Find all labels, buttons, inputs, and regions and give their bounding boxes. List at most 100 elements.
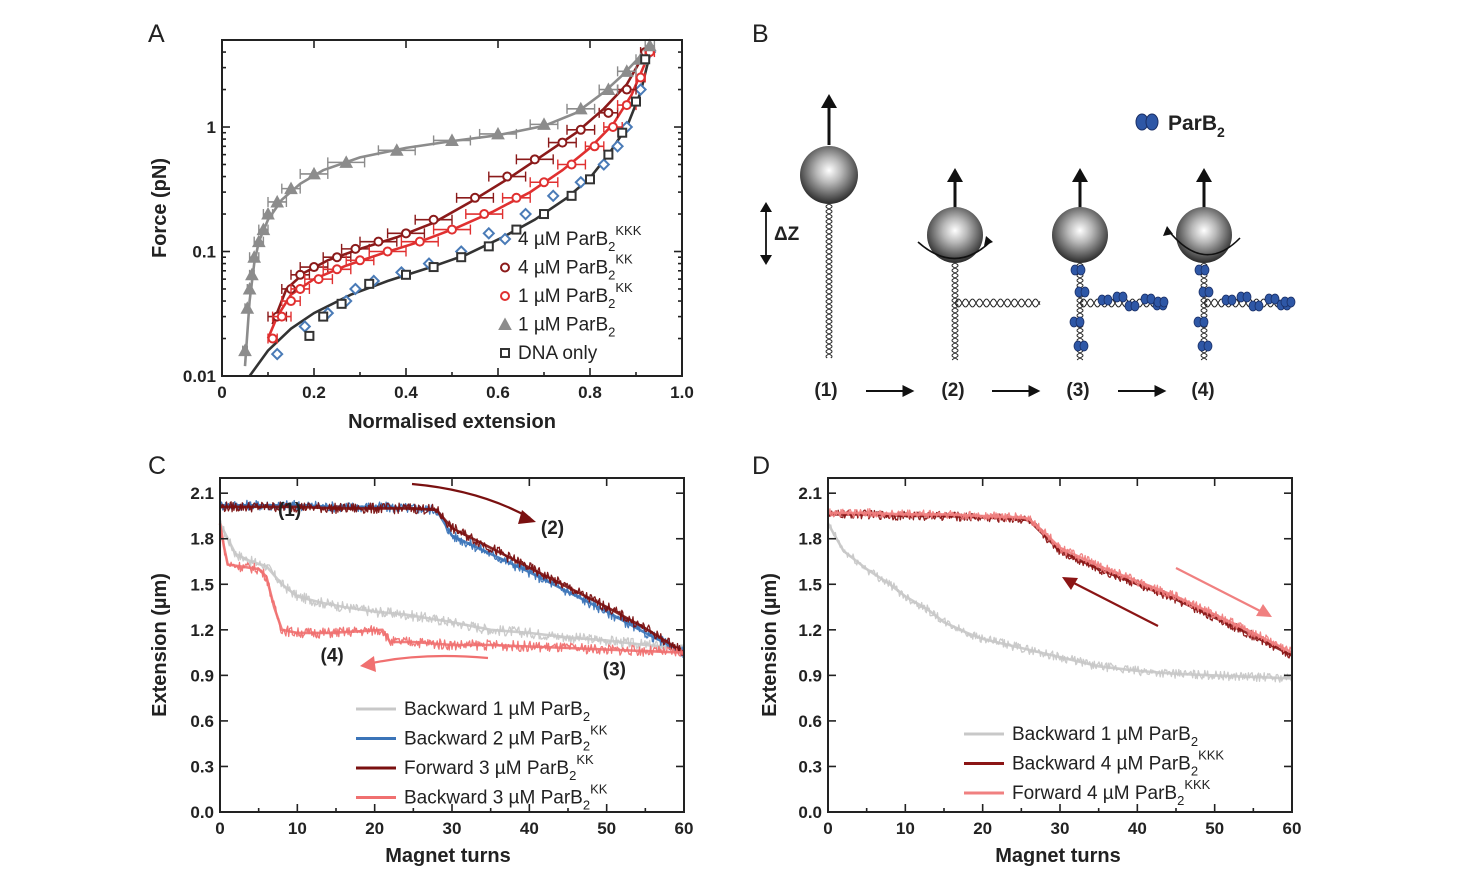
c-annotation: (4) bbox=[321, 646, 344, 667]
a-point-kk4 bbox=[557, 137, 568, 148]
c-ytick-label: 1.5 bbox=[190, 575, 214, 594]
a-point-wt1 bbox=[389, 143, 404, 156]
a-point-wt1 bbox=[240, 301, 255, 314]
a-point-kk1 bbox=[621, 100, 632, 111]
d-trace-1 bbox=[827, 509, 1293, 659]
a-legend-marker-kk1 bbox=[500, 291, 510, 301]
c-xtick-label: 10 bbox=[288, 819, 307, 838]
d-ytick-label: 0.3 bbox=[798, 757, 822, 776]
a-point-kk4 bbox=[428, 214, 439, 225]
a-xtick-label: 0 bbox=[217, 383, 226, 402]
a-point-dna bbox=[539, 209, 549, 220]
panel-a-xlabel: Normalised extension bbox=[348, 411, 556, 433]
a-legend-marker-kk4 bbox=[500, 262, 510, 273]
a-series-dna bbox=[304, 54, 651, 341]
a-point-kk1 bbox=[276, 311, 287, 322]
rotation-arrow-icon bbox=[917, 241, 991, 260]
c-legend-label: Backward 1 µM ParB2 bbox=[404, 699, 590, 724]
step-1-bead bbox=[800, 94, 858, 359]
c-ytick-label: 0.3 bbox=[190, 757, 214, 776]
c-annotation: (1) bbox=[278, 500, 301, 521]
delta-z-label: ΔZ bbox=[774, 224, 800, 245]
panel-letter-b: B bbox=[752, 20, 769, 48]
a-point-dna bbox=[318, 311, 329, 322]
a-point-kkk4 bbox=[634, 83, 648, 96]
a-series-kkk4 bbox=[270, 45, 657, 361]
c-trace-mean-3 bbox=[218, 523, 685, 654]
a-point-wt1 bbox=[238, 343, 252, 357]
a-point-wt1 bbox=[251, 234, 266, 248]
a-point-kk1 bbox=[286, 296, 296, 307]
d-legend-label: Backward 4 µM ParB2KKK bbox=[1012, 748, 1224, 779]
a-fit-curve-kk4 bbox=[271, 51, 647, 325]
forward-direction-arrow-d bbox=[1175, 567, 1267, 615]
a-point-kk1 bbox=[511, 192, 522, 203]
d-xtick-label: 0 bbox=[823, 819, 832, 838]
a-point-dna bbox=[566, 190, 577, 201]
panel-letter-c: C bbox=[148, 452, 166, 480]
d-ytick-label: 0.9 bbox=[798, 666, 822, 685]
c-ytick-label: 0.0 bbox=[190, 803, 214, 822]
a-point-wt1 bbox=[573, 101, 588, 115]
c-ytick-label: 2.1 bbox=[190, 484, 214, 503]
reverse-rotation-arrow-icon bbox=[1167, 229, 1241, 256]
c-xtick-label: 50 bbox=[597, 819, 616, 838]
panel-d-xlabel: Magnet turns bbox=[995, 845, 1121, 867]
a-point-kk1 bbox=[447, 224, 457, 235]
a-point-kk4 bbox=[529, 154, 540, 165]
a-point-dna bbox=[585, 174, 595, 185]
d-xtick-label: 20 bbox=[973, 819, 992, 838]
a-point-kk1 bbox=[313, 274, 324, 285]
step-3-bead bbox=[1052, 168, 1169, 361]
a-point-wt1 bbox=[601, 82, 616, 96]
d-ytick-label: 2.1 bbox=[798, 484, 822, 503]
a-ytick-label: 0.01 bbox=[183, 367, 216, 386]
step-label-1: (1) bbox=[814, 380, 837, 401]
a-point-kk4 bbox=[470, 192, 480, 203]
a-point-dna bbox=[617, 127, 628, 138]
panel-d-chart: 0 10 20 30 40 50 60 0.0 0.3 0.6 0.9 1.2 1.5 1.8 2.1 Ma… bbox=[759, 477, 1302, 867]
a-point-dna bbox=[304, 330, 315, 341]
a-point-kk1 bbox=[635, 72, 646, 83]
a-point-dna bbox=[428, 262, 439, 273]
a-point-wt1 bbox=[242, 281, 257, 295]
d-ytick-label: 1.8 bbox=[798, 530, 822, 549]
c-xtick-label: 30 bbox=[443, 819, 462, 838]
backward-direction-arrow bbox=[367, 654, 489, 666]
d-trace-mean-1 bbox=[828, 513, 1293, 657]
c-ytick-label: 1.2 bbox=[190, 621, 214, 640]
a-point-kk4 bbox=[332, 252, 342, 263]
step-label-4: (4) bbox=[1191, 380, 1214, 401]
a-xtick-label: 0.8 bbox=[578, 383, 602, 402]
step-label-2: (2) bbox=[941, 380, 964, 401]
forward-direction-arrow bbox=[411, 482, 531, 519]
d-xtick-label: 60 bbox=[1283, 819, 1302, 838]
panel-a-chart: 0 0.2 0.4 0.6 0.8 1.0 0.01 0.1 1 Normalised exte… bbox=[149, 38, 694, 433]
a-point-dna bbox=[336, 298, 347, 309]
a-legend-label-kk4: 4 µM ParB2KK bbox=[518, 252, 633, 283]
a-ytick-label: 0.1 bbox=[192, 243, 216, 262]
a-point-dna bbox=[603, 149, 614, 160]
c-ytick-label: 0.9 bbox=[190, 666, 214, 685]
d-ytick-label: 1.5 bbox=[798, 575, 822, 594]
d-xtick-label: 40 bbox=[1128, 819, 1147, 838]
d-legend-label: Backward 1 µM ParB2 bbox=[1012, 724, 1198, 749]
step-label-3: (3) bbox=[1066, 380, 1089, 401]
d-trace-mean-2 bbox=[828, 511, 1293, 654]
a-point-kkk4 bbox=[348, 282, 362, 296]
a-point-wt1 bbox=[537, 117, 551, 130]
c-ytick-label: 1.8 bbox=[190, 530, 214, 549]
a-point-wt1 bbox=[247, 250, 262, 263]
parb-legend: ParB2 bbox=[1135, 112, 1225, 140]
c-trace-mean-2 bbox=[220, 505, 685, 654]
a-legend-marker-wt1 bbox=[498, 317, 512, 330]
a-point-wt1 bbox=[619, 64, 634, 77]
a-point-kk1 bbox=[479, 209, 490, 220]
a-point-kk4 bbox=[502, 171, 513, 182]
a-legend-marker-dna bbox=[500, 348, 510, 358]
c-legend-label: Backward 2 µM ParB2KK bbox=[404, 723, 608, 754]
a-point-kkk4 bbox=[611, 139, 625, 153]
